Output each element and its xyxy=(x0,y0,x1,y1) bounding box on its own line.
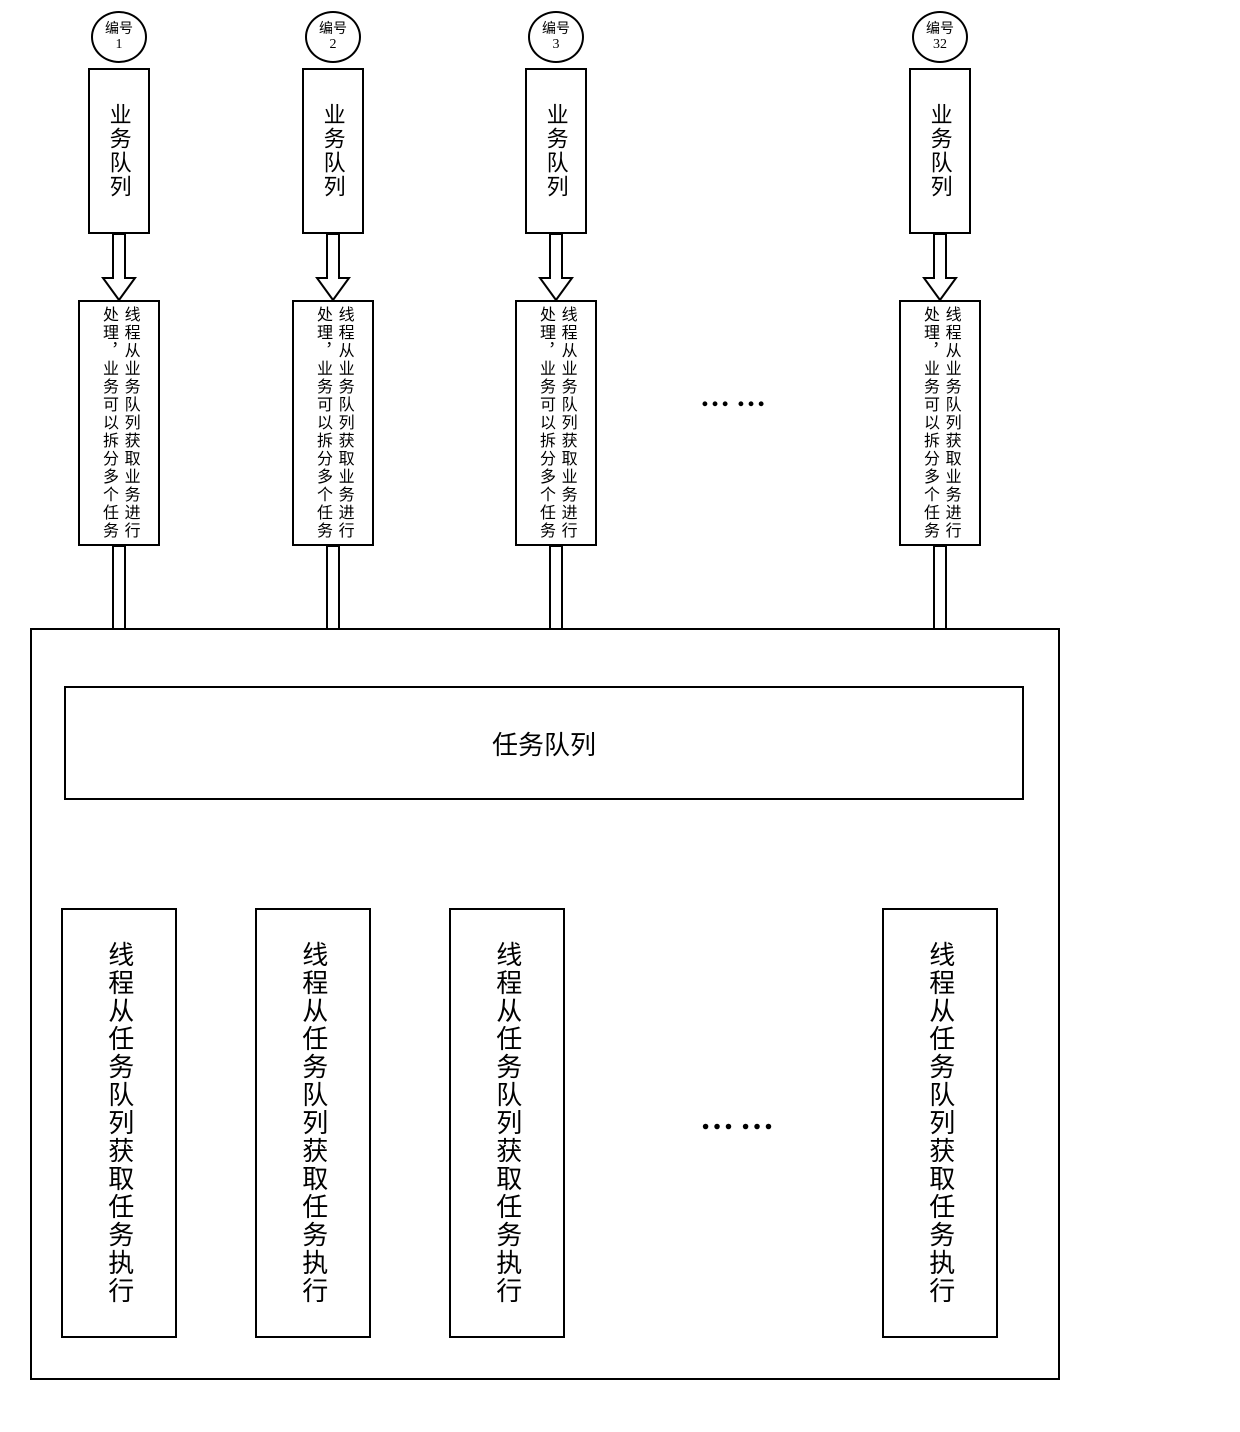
circle-label: 编号32 xyxy=(926,22,954,53)
circle-label: 编号2 xyxy=(319,22,347,53)
task-queue-label: 任务队列 xyxy=(492,725,596,762)
ellipsis-upper: …… xyxy=(700,380,772,414)
process-box: 线程从业务队列获取业务进行处理，业务可以拆分多个任务 xyxy=(292,300,374,546)
business-queue-box: 业务队列 xyxy=(909,68,971,234)
business-queue-label: 业务队列 xyxy=(922,103,957,199)
number-circle: 编号1 xyxy=(91,11,147,63)
exec-label: 线程从任务队列获取任务执行 xyxy=(292,941,334,1305)
process-box: 线程从业务队列获取业务进行处理，业务可以拆分多个任务 xyxy=(899,300,981,546)
business-queue-box: 业务队列 xyxy=(88,68,150,234)
task-queue-box: 任务队列 xyxy=(64,686,1024,800)
exec-label: 线程从任务队列获取任务执行 xyxy=(98,941,140,1305)
exec-box: 线程从任务队列获取任务执行 xyxy=(255,908,371,1338)
business-queue-label: 业务队列 xyxy=(315,103,350,199)
business-queue-label: 业务队列 xyxy=(538,103,573,199)
ellipsis-lower: …… xyxy=(700,1100,780,1138)
exec-box: 线程从任务队列获取任务执行 xyxy=(882,908,998,1338)
exec-box: 线程从任务队列获取任务执行 xyxy=(449,908,565,1338)
number-circle: 编号2 xyxy=(305,11,361,63)
process-label: 线程从业务队列获取业务进行处理，业务可以拆分多个任务 xyxy=(97,302,140,544)
business-queue-box: 业务队列 xyxy=(525,68,587,234)
process-label: 线程从业务队列获取业务进行处理，业务可以拆分多个任务 xyxy=(918,302,961,544)
process-label: 线程从业务队列获取业务进行处理，业务可以拆分多个任务 xyxy=(311,302,354,544)
number-circle: 编号32 xyxy=(912,11,968,63)
circle-label: 编号3 xyxy=(542,22,570,53)
process-box: 线程从业务队列获取业务进行处理，业务可以拆分多个任务 xyxy=(515,300,597,546)
exec-box: 线程从任务队列获取任务执行 xyxy=(61,908,177,1338)
number-circle: 编号3 xyxy=(528,11,584,63)
process-label: 线程从业务队列获取业务进行处理，业务可以拆分多个任务 xyxy=(534,302,577,544)
circle-label: 编号1 xyxy=(105,22,133,53)
business-queue-label: 业务队列 xyxy=(101,103,136,199)
exec-label: 线程从任务队列获取任务执行 xyxy=(919,941,961,1305)
exec-label: 线程从任务队列获取任务执行 xyxy=(486,941,528,1305)
diagram-canvas: 编号1 业务队列线程从业务队列获取业务进行处理，业务可以拆分多个任务 编号2 业务队列… xyxy=(0,0,1240,1432)
process-box: 线程从业务队列获取业务进行处理，业务可以拆分多个任务 xyxy=(78,300,160,546)
business-queue-box: 业务队列 xyxy=(302,68,364,234)
